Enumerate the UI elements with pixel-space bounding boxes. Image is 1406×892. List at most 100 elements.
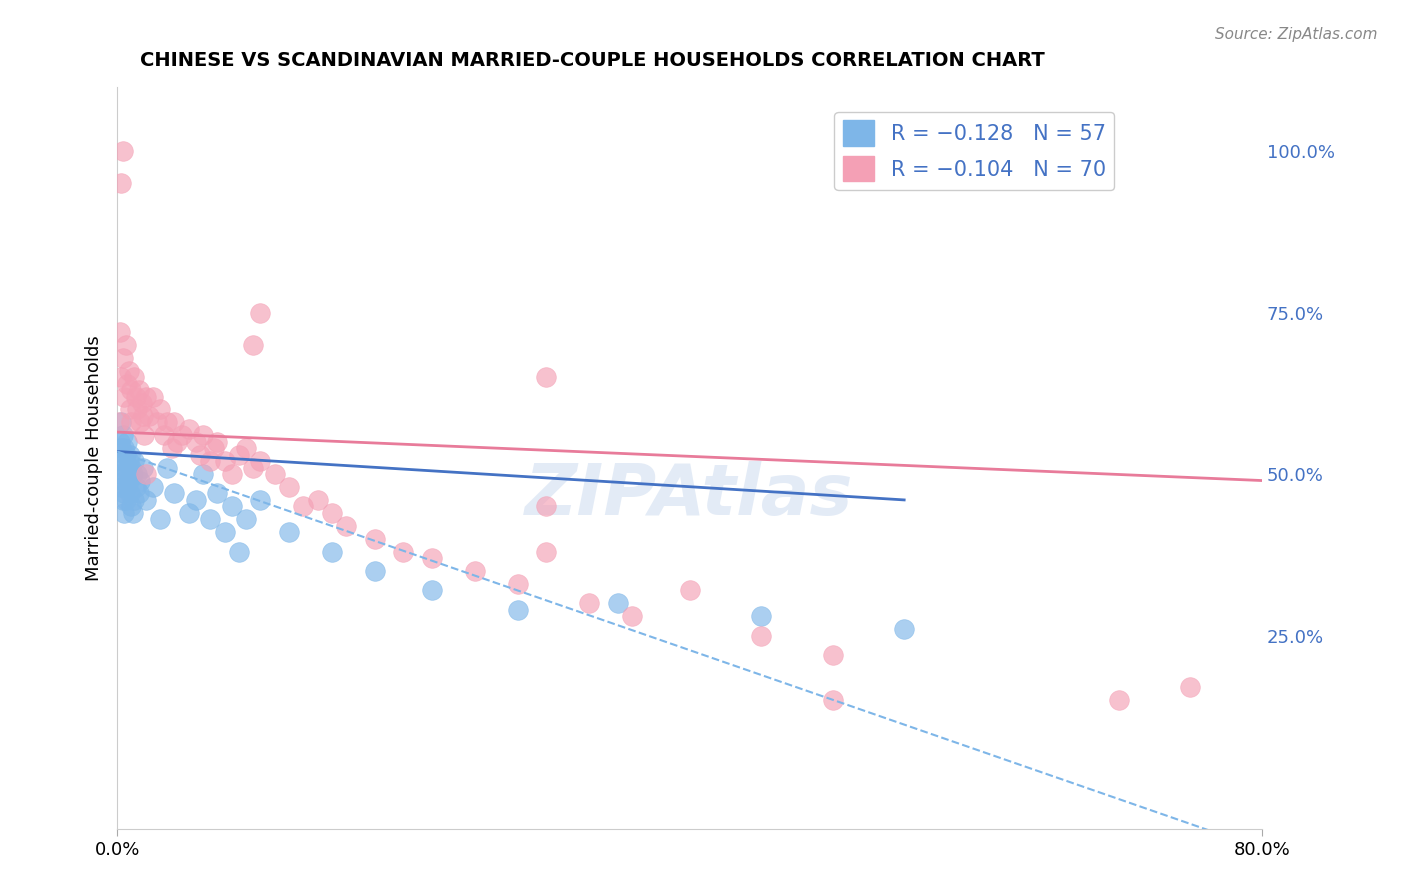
Point <box>335 518 357 533</box>
Point <box>120 402 142 417</box>
Point <box>112 390 135 404</box>
Point <box>115 376 138 391</box>
Point <box>122 506 145 520</box>
Point <box>821 648 844 662</box>
Text: Source: ZipAtlas.com: Source: ZipAtlas.com <box>1215 27 1378 42</box>
Point <box>142 390 165 404</box>
Point <box>121 383 143 397</box>
Point <box>242 338 264 352</box>
Point <box>135 390 157 404</box>
Point <box>242 460 264 475</box>
Point <box>166 434 188 449</box>
Point <box>156 416 179 430</box>
Point <box>121 416 143 430</box>
Legend: R = −0.128   N = 57, R = −0.104   N = 70: R = −0.128 N = 57, R = −0.104 N = 70 <box>834 112 1114 190</box>
Point <box>111 474 134 488</box>
Point <box>146 416 169 430</box>
Point <box>110 442 132 456</box>
Point <box>128 486 150 500</box>
Point <box>129 416 152 430</box>
Point <box>177 506 200 520</box>
Point <box>578 596 600 610</box>
Point <box>110 480 132 494</box>
Point <box>163 416 186 430</box>
Point <box>111 428 134 442</box>
Point <box>111 351 134 365</box>
Point <box>111 454 134 468</box>
Point <box>607 596 630 610</box>
Point <box>307 492 329 507</box>
Point <box>108 434 131 449</box>
Point <box>621 609 644 624</box>
Point <box>135 467 157 481</box>
Point <box>749 609 772 624</box>
Point <box>221 467 243 481</box>
Point <box>110 177 132 191</box>
Point <box>188 448 211 462</box>
Point <box>125 480 148 494</box>
Text: ZIPAtlas: ZIPAtlas <box>526 460 853 530</box>
Point <box>749 629 772 643</box>
Point <box>235 442 257 456</box>
Point <box>117 454 139 468</box>
Point <box>364 564 387 578</box>
Point <box>277 525 299 540</box>
Point <box>111 492 134 507</box>
Point <box>129 474 152 488</box>
Point <box>107 416 129 430</box>
Point <box>127 402 149 417</box>
Point <box>263 467 285 481</box>
Point <box>117 364 139 378</box>
Point <box>115 434 138 449</box>
Point <box>121 460 143 475</box>
Point <box>124 454 146 468</box>
Point <box>678 583 700 598</box>
Point <box>114 338 136 352</box>
Point <box>112 506 135 520</box>
Point <box>124 370 146 384</box>
Point <box>536 500 558 514</box>
Point <box>114 448 136 462</box>
Point <box>114 492 136 507</box>
Point <box>132 460 155 475</box>
Point <box>184 492 207 507</box>
Point <box>134 428 156 442</box>
Point <box>228 544 250 558</box>
Point <box>121 500 143 514</box>
Point <box>112 460 135 475</box>
Point <box>117 474 139 488</box>
Point <box>191 467 214 481</box>
Point <box>163 486 186 500</box>
Point <box>235 512 257 526</box>
Point <box>115 480 138 494</box>
Point <box>207 434 229 449</box>
Point <box>420 551 443 566</box>
Point <box>249 454 271 468</box>
Point <box>420 583 443 598</box>
Point <box>108 467 131 481</box>
Y-axis label: Married-couple Households: Married-couple Households <box>86 335 103 581</box>
Point <box>207 486 229 500</box>
Point <box>110 416 132 430</box>
Point <box>132 409 155 423</box>
Point <box>536 370 558 384</box>
Point <box>204 442 226 456</box>
Point <box>214 454 236 468</box>
Point <box>112 442 135 456</box>
Point <box>321 544 343 558</box>
Point <box>110 370 132 384</box>
Point <box>142 480 165 494</box>
Point <box>184 434 207 449</box>
Point <box>292 500 315 514</box>
Point <box>1108 693 1130 707</box>
Point <box>170 428 193 442</box>
Point <box>125 390 148 404</box>
Point <box>506 577 529 591</box>
Point <box>153 428 176 442</box>
Point <box>127 467 149 481</box>
Point <box>221 500 243 514</box>
Point <box>156 460 179 475</box>
Point <box>112 486 135 500</box>
Point <box>114 467 136 481</box>
Point <box>392 544 415 558</box>
